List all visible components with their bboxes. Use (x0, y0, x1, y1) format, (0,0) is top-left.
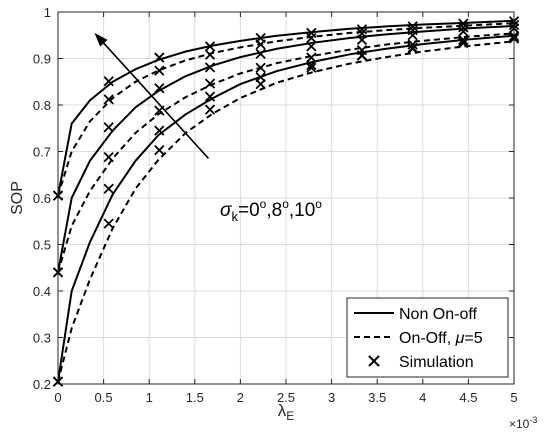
annotation-arrow-head (94, 32, 108, 47)
series-1-marker-4 (255, 39, 266, 50)
legend-label-dashed-mu: μ (455, 330, 465, 347)
markers-layer (52, 16, 520, 387)
series-2-marker-3 (204, 62, 216, 73)
annotation-label: σk=0o,8o,10o (220, 197, 322, 224)
x-tick-label-4: 2 (237, 390, 244, 405)
series-2-marker-1 (103, 122, 114, 133)
series-5-marker-6 (356, 50, 368, 61)
annotation-deg-1: o (260, 197, 267, 211)
series-line-2 (57, 24, 515, 273)
y-tick-label-4: 0.6 (33, 191, 51, 206)
series-3-marker-7 (407, 39, 418, 50)
legend-label-dashed-a: On-Off, (399, 330, 456, 347)
x-axis-label-main: λ (278, 401, 287, 420)
y-tick-label-6: 0.8 (33, 98, 51, 113)
x-axis-exponent-power: -3 (529, 415, 537, 425)
legend-label-dashed-b: =5 (464, 330, 482, 347)
series-4-marker-3 (204, 91, 216, 102)
series-2-marker-2 (154, 83, 165, 94)
legend-label-sim: Simulation (399, 354, 474, 371)
series-line-4 (57, 34, 515, 382)
series-layer (57, 19, 515, 382)
series-line-5 (57, 40, 515, 382)
y-tick-label-5: 0.7 (33, 145, 51, 160)
annotation-sigma: σ (220, 200, 233, 221)
series-5-marker-2 (154, 144, 165, 156)
series-2-marker-7 (407, 30, 418, 41)
series-line-0 (57, 19, 515, 196)
series-2-marker-8 (458, 26, 469, 37)
x-axis-exponent-base: ×10 (509, 417, 530, 431)
series-4-marker-5 (306, 59, 317, 71)
x-axis-label: λE (278, 401, 295, 423)
series-2-marker-5 (306, 41, 317, 52)
y-axis-label: SOP (9, 181, 26, 215)
series-5-marker-7 (407, 42, 418, 53)
annotation-deg-3: o (315, 197, 322, 211)
series-0-marker-2 (154, 52, 165, 63)
legend-label-dashed: On-Off, μ=5 (399, 330, 483, 347)
series-1-marker-3 (204, 49, 216, 60)
y-tick-label-0: 0.2 (33, 377, 51, 392)
series-4-marker-8 (458, 38, 469, 49)
x-axis-label-sub: E (286, 409, 294, 423)
x-tick-label-2: 1 (146, 390, 153, 405)
series-2-marker-6 (356, 34, 368, 46)
x-tick-label-7: 3.5 (368, 390, 386, 405)
series-3-marker-1 (103, 151, 114, 163)
series-2-marker-4 (255, 48, 266, 59)
series-0-marker-1 (103, 76, 114, 87)
series-4-marker-1 (103, 183, 114, 194)
x-tick-label-5: 2.5 (277, 390, 295, 405)
legend-label-solid: Non On-off (399, 306, 478, 323)
series-0-marker-6 (356, 24, 368, 35)
annotation-sub: k (231, 209, 238, 224)
series-4-marker-2 (154, 125, 165, 136)
x-tick-label-1: 0.5 (95, 390, 113, 405)
series-1-marker-2 (154, 65, 165, 76)
series-3-marker-5 (306, 52, 317, 63)
x-tick-label-3: 1.5 (186, 390, 204, 405)
series-0-marker-7 (407, 21, 418, 32)
annotation-deg-2: o (282, 197, 289, 211)
annotation: σk=0o,8o,10o (94, 32, 322, 224)
series-line-3 (57, 32, 515, 273)
series-1-marker-1 (103, 94, 114, 105)
y-tick-label-2: 0.4 (33, 284, 51, 299)
series-5-marker-8 (458, 36, 469, 47)
series-1-marker-8 (458, 22, 469, 33)
y-tick-label-8: 1 (44, 5, 51, 20)
legend: Non On-off On-Off, μ=5 Simulation (346, 297, 509, 378)
series-0-marker-3 (204, 41, 216, 52)
annotation-text-2: ,8 (266, 200, 282, 221)
annotation-text-3: ,10 (289, 200, 315, 221)
y-tick-label-7: 0.9 (33, 52, 51, 67)
series-5-marker-1 (103, 218, 114, 229)
axis-ticks: 0 0.5 1 1.5 2 2.5 3 3.5 4 4.5 5 0.2 0.3 0.4 0.5 0.6 0.7 0… (33, 5, 518, 405)
series-5-marker-5 (306, 62, 317, 73)
x-tick-label-0: 0 (54, 390, 61, 405)
series-3-marker-4 (255, 62, 266, 73)
series-3-marker-3 (204, 78, 216, 89)
x-tick-label-8: 4 (419, 390, 426, 405)
x-tick-label-9: 4.5 (459, 390, 477, 405)
series-0-marker-8 (458, 18, 469, 29)
x-axis-exponent: ×10-3 (509, 415, 537, 431)
series-3-marker-8 (458, 34, 469, 46)
x-tick-label-6: 3 (328, 390, 335, 405)
series-5-marker-3 (204, 104, 216, 115)
series-5-marker-4 (255, 78, 266, 90)
annotation-text-1: =0 (238, 200, 260, 221)
y-tick-label-3: 0.5 (33, 238, 51, 253)
series-1-marker-5 (306, 32, 317, 44)
annotation-arrow (103, 42, 210, 160)
y-tick-label-1: 0.3 (33, 331, 51, 346)
legend-box (346, 297, 509, 378)
x-tick-label-10: 5 (510, 390, 517, 405)
legend-marker (368, 355, 380, 367)
